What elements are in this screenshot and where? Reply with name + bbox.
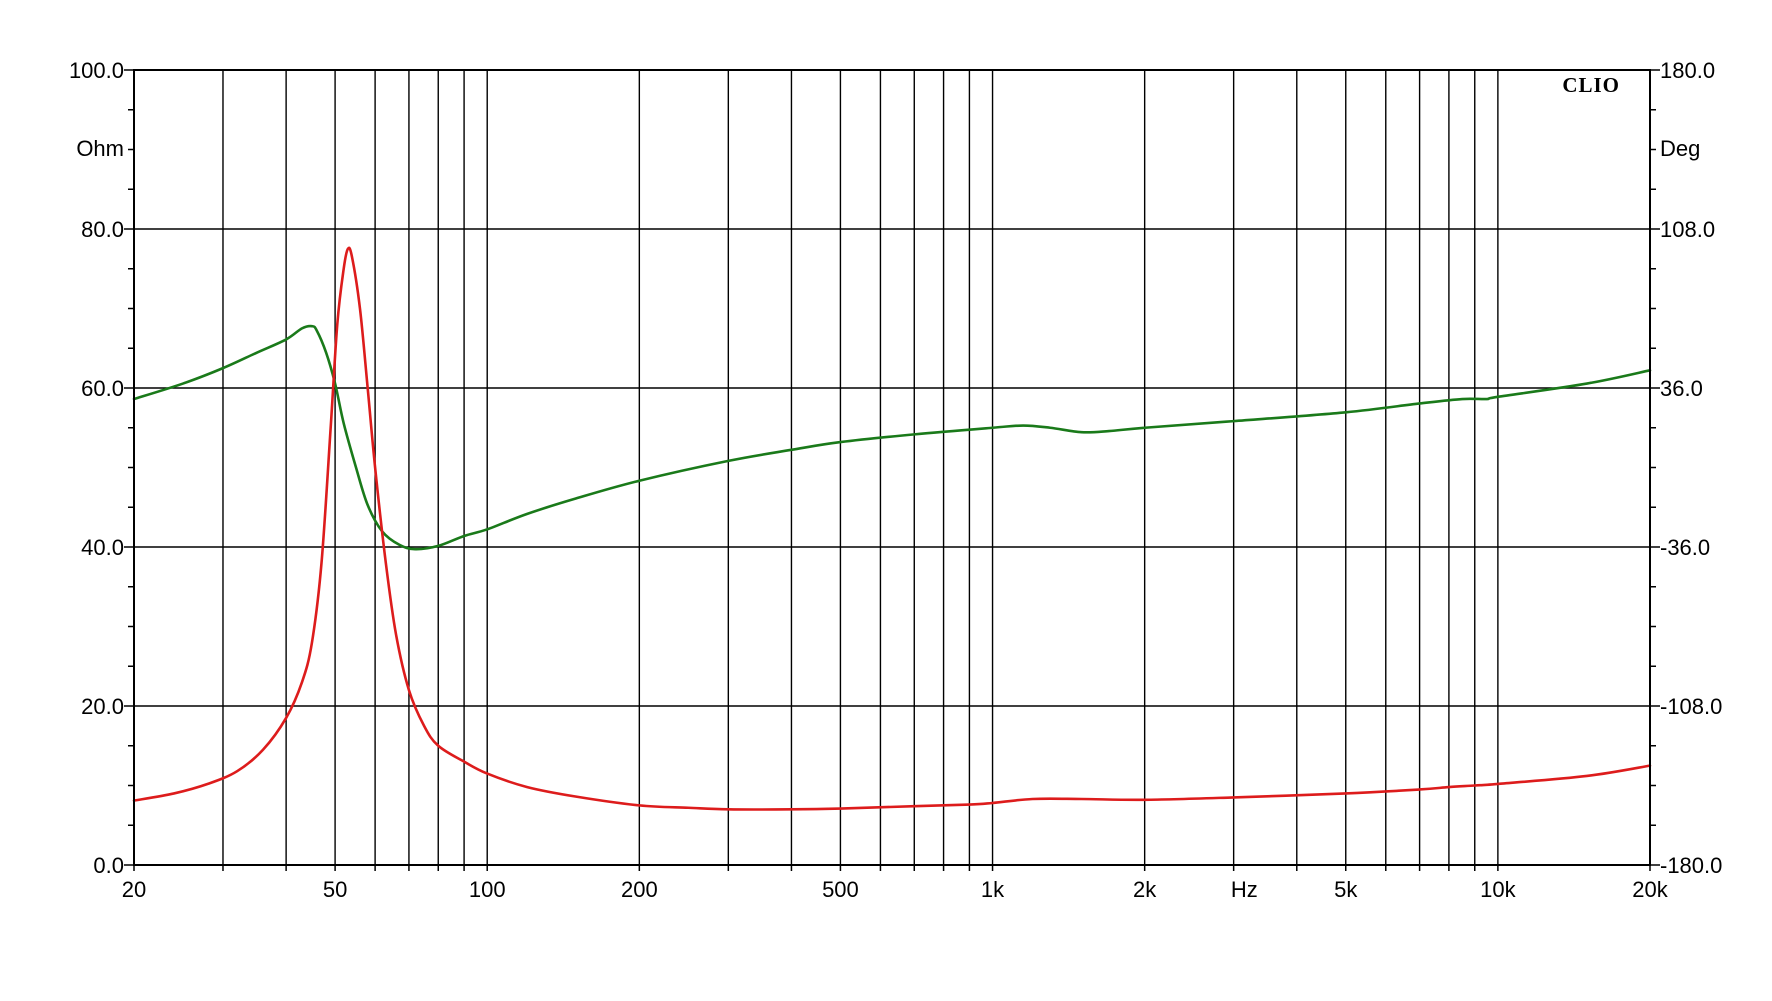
- right-y-tick-label: 108.0: [1660, 217, 1715, 242]
- x-tick-label: 1k: [981, 877, 1005, 902]
- x-tick-label: 2k: [1133, 877, 1157, 902]
- right-axis-unit: Deg: [1660, 136, 1700, 161]
- right-y-tick-label: 36.0: [1660, 376, 1703, 401]
- x-tick-label: 10k: [1480, 877, 1516, 902]
- right-y-tick-label: -36.0: [1660, 535, 1710, 560]
- x-tick-label: 100: [469, 877, 506, 902]
- left-y-tick-label: 40.0: [81, 535, 124, 560]
- left-y-tick-labels: 0.0 20.0 40.0 60.0 80.0 100.0: [69, 58, 124, 878]
- impedance-curve: [132, 246, 1652, 811]
- y-gridlines: [134, 69, 1650, 866]
- left-y-tick-label: 100.0: [69, 58, 124, 83]
- left-axis-unit: Ohm: [76, 136, 124, 161]
- x-gridlines: [133, 70, 1651, 865]
- axis-ticks: [124, 69, 1660, 871]
- x-tick-label: 20k: [1632, 877, 1668, 902]
- x-tick-label: 50: [323, 877, 347, 902]
- right-y-tick-label: 180.0: [1660, 58, 1715, 83]
- left-y-tick-label: 20.0: [81, 694, 124, 719]
- left-y-tick-label: 80.0: [81, 217, 124, 242]
- phase-curve: [132, 324, 1652, 551]
- x-tick-label: 500: [822, 877, 859, 902]
- plot-frame: [133, 69, 1651, 866]
- brand-label: CLIO: [1562, 73, 1620, 97]
- right-y-tick-label: -108.0: [1660, 694, 1722, 719]
- x-tick-label: 200: [621, 877, 658, 902]
- left-y-tick-label: 0.0: [93, 853, 124, 878]
- x-tick-labels: 20 50 100 200 500 1k 2k 5k 10k 20k: [122, 877, 1669, 902]
- x-axis-unit: Hz: [1231, 877, 1258, 902]
- left-y-tick-label: 60.0: [81, 376, 124, 401]
- x-tick-label: 20: [122, 877, 146, 902]
- right-y-tick-labels: -180.0 -108.0 -36.0 36.0 108.0 180.0: [1660, 58, 1722, 878]
- curves: [132, 246, 1652, 811]
- x-tick-label: 5k: [1334, 877, 1358, 902]
- right-y-tick-label: -180.0: [1660, 853, 1722, 878]
